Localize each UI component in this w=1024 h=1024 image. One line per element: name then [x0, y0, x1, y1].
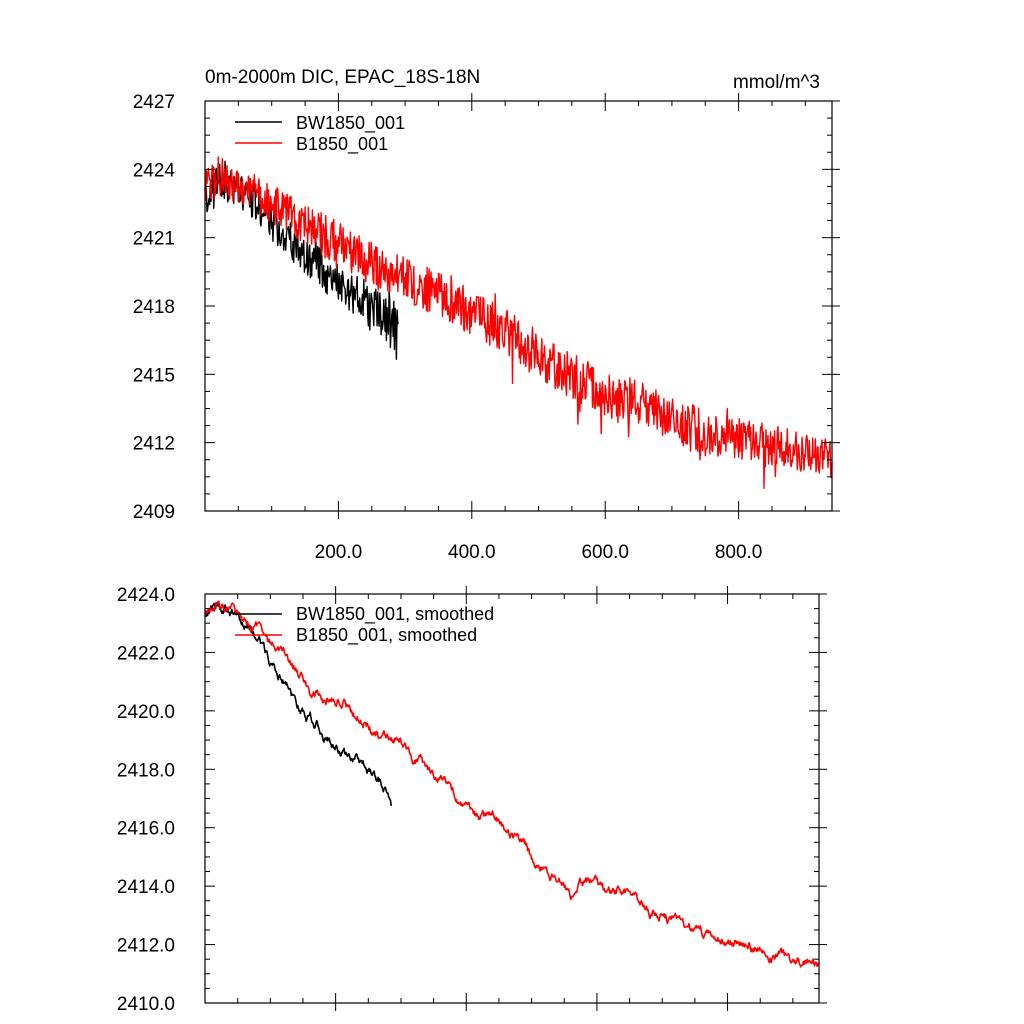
top-ytick-label: 2427 [133, 92, 175, 113]
top-ytick-label: 2412 [133, 434, 175, 455]
top-xtick-label: 600.0 [581, 542, 629, 563]
bottom-ytick-label: 2416.0 [117, 819, 175, 840]
top-ytick-label: 2424 [133, 160, 176, 181]
bottom-ytick-label: 2422.0 [117, 643, 175, 664]
bottom-ytick-label: 2418.0 [117, 760, 175, 781]
top-panel-title: 0m-2000m DIC, EPAC_18S-18N [205, 67, 480, 88]
bottom-legend-label-bw1850: BW1850_001, smoothed [296, 604, 494, 625]
top-xtick-label: 200.0 [315, 542, 363, 563]
top-legend-label-b1850: B1850_001 [296, 134, 388, 155]
top-series-b1850 [204, 156, 833, 490]
top-legend-label-bw1850: BW1850_001 [296, 113, 405, 134]
bottom-ytick-label: 2414.0 [117, 877, 175, 898]
top-ytick-label: 2409 [133, 502, 175, 523]
bottom-legend-label-b1850: B1850_001, smoothed [296, 625, 477, 646]
bottom-ytick-label: 2410.0 [117, 994, 175, 1015]
bottom-ytick-label: 2424.0 [117, 585, 175, 606]
top-xtick-label: 400.0 [448, 542, 496, 563]
top-xtick-label: 800.0 [715, 542, 763, 563]
bottom-legend: BW1850_001, smoothed B1850_001, smoothed [235, 604, 494, 646]
bottom-series-b1850 [204, 600, 820, 968]
bottom-panel: 2410.0 2412.0 2414.0 2416.0 2418.0 2420.0 2422… [117, 585, 827, 1015]
top-panel-units: mmol/m^3 [733, 72, 820, 93]
top-ytick-label: 2421 [133, 229, 175, 250]
bottom-ytick-label: 2412.0 [117, 936, 175, 957]
bottom-ticks: 2410.0 2412.0 2414.0 2416.0 2418.0 2420.0 2422… [117, 585, 827, 1015]
top-panel: 0m-2000m DIC, EPAC_18S-18N mmol/m^3 200.… [133, 67, 840, 563]
top-ytick-label: 2415 [133, 365, 175, 386]
top-ytick-label: 2418 [133, 297, 175, 318]
bottom-plot-area [204, 593, 820, 1004]
bottom-ytick-label: 2420.0 [117, 702, 175, 723]
top-legend: BW1850_001 B1850_001 [235, 113, 405, 155]
top-ticks: 200.0 400.0 600.0 800.0 2409 2412 2415 2418 2421… [133, 92, 840, 563]
bottom-plot-frame [204, 593, 820, 1004]
top-plot-area [204, 100, 833, 512]
